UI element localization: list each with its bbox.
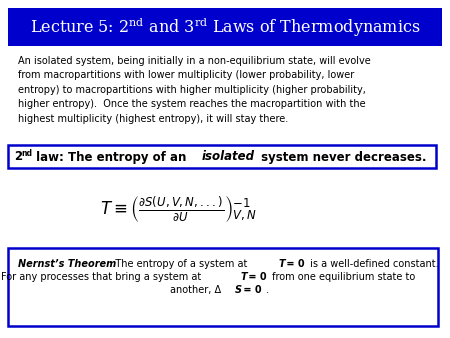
Text: T: T <box>279 259 285 269</box>
Text: .: . <box>263 285 269 295</box>
Text: $T \equiv \left( \frac{\partial S(U,V,N,...)}{\partial U} \right)_{V,N}^{-1}$: $T \equiv \left( \frac{\partial S(U,V,N,… <box>100 195 257 225</box>
Text: 2: 2 <box>14 150 22 164</box>
Text: Lecture 5: 2$^{\mathregular{nd}}$ and 3$^{\mathregular{rd}}$ Laws of Thermodynam: Lecture 5: 2$^{\mathregular{nd}}$ and 3$… <box>30 15 420 39</box>
Text: = 0: = 0 <box>284 259 305 269</box>
Text: : The entropy of a system at: : The entropy of a system at <box>109 259 251 269</box>
Text: is a well-defined constant.: is a well-defined constant. <box>306 259 438 269</box>
Text: from one equilibrium state to: from one equilibrium state to <box>269 272 415 282</box>
Text: Nernst’s Theorem: Nernst’s Theorem <box>18 259 116 269</box>
Text: nd: nd <box>22 148 33 158</box>
Text: system never decreases.: system never decreases. <box>256 150 426 164</box>
FancyBboxPatch shape <box>8 8 442 46</box>
FancyBboxPatch shape <box>8 248 438 326</box>
FancyBboxPatch shape <box>8 145 436 168</box>
Text: isolated: isolated <box>202 150 255 164</box>
Text: = 0: = 0 <box>245 272 267 282</box>
Text: S: S <box>234 285 242 295</box>
Text: = 0: = 0 <box>239 285 261 295</box>
Text: For any processes that bring a system at: For any processes that bring a system at <box>1 272 205 282</box>
Text: law: The entropy of an: law: The entropy of an <box>32 150 190 164</box>
Text: another, Δ: another, Δ <box>171 285 225 295</box>
Text: T: T <box>240 272 247 282</box>
Text: An isolated system, being initially in a non-equilibrium state, will evolve
from: An isolated system, being initially in a… <box>18 56 371 124</box>
